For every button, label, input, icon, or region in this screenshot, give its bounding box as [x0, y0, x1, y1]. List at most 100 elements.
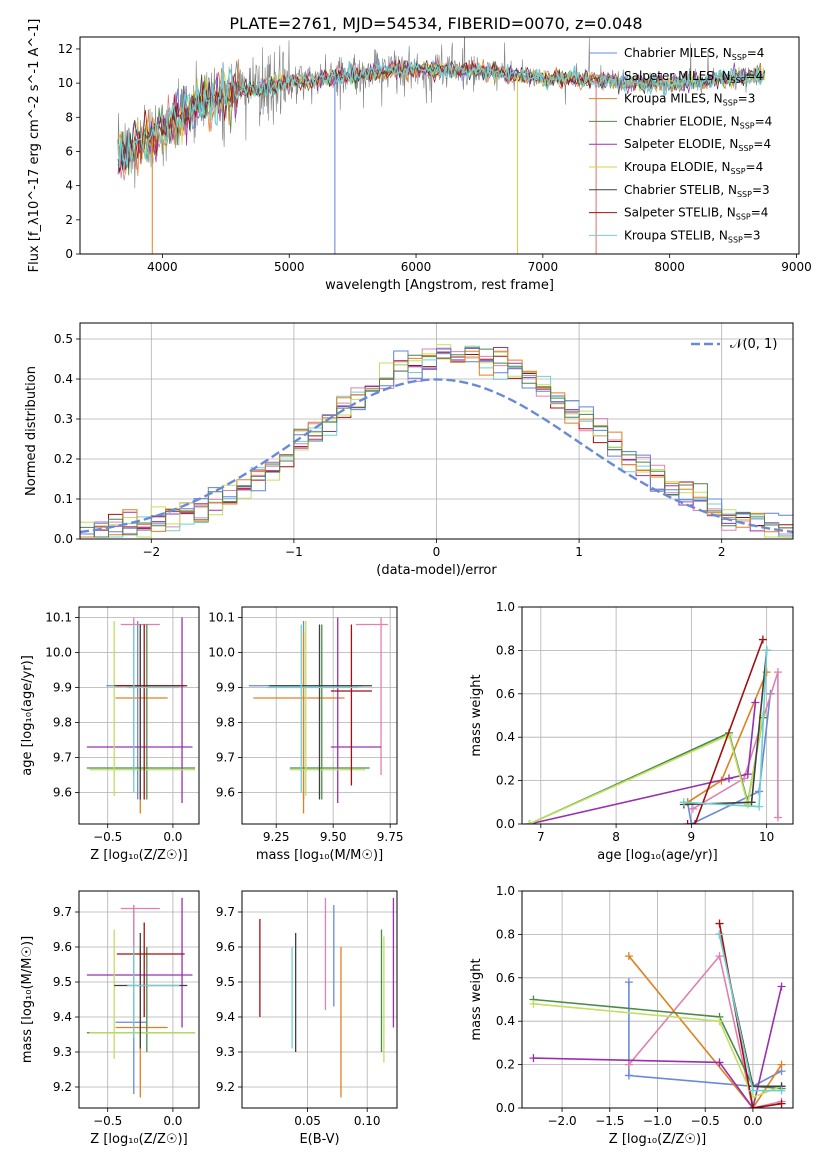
y-tick-label: 12: [58, 42, 73, 56]
weight-point: [715, 1017, 724, 1026]
y-tick-label: 9.7: [53, 751, 72, 765]
y-tick-label: 0.2: [496, 774, 515, 788]
weight-point: [715, 1058, 724, 1067]
age-vs-z-panel: −0.5 0.0 9.6 9.7 9.8 9.9 10.0 10.1 Z [log₁₀(Z/Z☉…: [20, 606, 200, 863]
x-axis-label: Z [log₁₀(Z/Z☉)]: [609, 1132, 706, 1147]
y-tick-label: 9.6: [53, 940, 72, 954]
y-tick-label: 9.8: [216, 716, 235, 730]
x-tick-label: 0.0: [163, 830, 182, 844]
weight-point: [525, 820, 534, 824]
x-axis-label: Z [log₁₀(Z/Z☉)]: [90, 848, 187, 863]
weight-series-line: [718, 934, 782, 1092]
legend-entry: Chabrier MILES, NSSP=4: [624, 46, 764, 62]
plot-area: [525, 635, 782, 824]
y-tick-label: 9.4: [216, 1010, 235, 1024]
weight-point: [751, 698, 760, 707]
y-tick-label: 0.2: [496, 1058, 515, 1072]
y-tick-label: 0.5: [54, 332, 73, 346]
weight-point: [743, 770, 752, 779]
legend-entry: Salpeter ELODIE, NSSP=4: [624, 137, 771, 153]
x-tick-label: 8: [612, 830, 620, 844]
x-tick-label: 7: [537, 830, 545, 844]
y-tick-label: 1.0: [496, 600, 515, 614]
y-tick-label: 10.1: [208, 611, 235, 625]
axes-frame: [78, 606, 200, 825]
y-tick-label: 1.0: [496, 884, 515, 898]
x-axis-label: mass [log₁₀(M/M☉)]: [256, 848, 383, 863]
weight-point: [679, 798, 688, 807]
x-tick-label: 0.0: [743, 1114, 762, 1128]
y-tick-label: 9.2: [216, 1080, 235, 1094]
x-tick-label: 1: [575, 545, 583, 559]
y-tick-label: 0: [65, 247, 73, 261]
x-axis-label: Z [log₁₀(Z/Z☉)]: [90, 1132, 187, 1147]
x-tick-label: 5000: [274, 260, 305, 274]
y-tick-label: 8: [65, 110, 73, 124]
plot-area: [529, 919, 786, 1108]
weight-point: [715, 952, 724, 961]
axes-frame: [79, 36, 800, 255]
x-tick-label: −0.5: [93, 830, 122, 844]
x-tick-label: 7000: [528, 260, 559, 274]
weight-point: [624, 1060, 633, 1069]
y-tick-label: 9.7: [216, 751, 235, 765]
legend-entry: Kroupa STELIB, NSSP=3: [624, 228, 761, 244]
weight-series-line: [683, 650, 768, 806]
x-axis-label: E(B-V): [299, 1132, 339, 1147]
normal-reference-curve: [80, 378, 793, 534]
weight-point: [777, 1060, 786, 1069]
y-tick-label: 9.5: [53, 975, 72, 989]
x-tick-label: −2: [142, 545, 160, 559]
x-tick-label: 0: [433, 545, 441, 559]
x-axis-label: age [log₁₀(age/yr)]: [597, 848, 718, 863]
weight-point: [773, 813, 782, 822]
y-tick-label: 0.0: [496, 817, 515, 831]
y-tick-label: 0.1: [54, 492, 73, 506]
x-tick-label: 9.25: [263, 830, 290, 844]
x-tick-label: −0.5: [691, 1114, 720, 1128]
weight-point: [777, 1086, 786, 1095]
y-tick-label: 10.0: [45, 646, 72, 660]
plot-area: [80, 344, 793, 538]
y-axis-label: age [log₁₀(age/yr)]: [20, 655, 35, 776]
y-tick-label: 9.2: [53, 1080, 72, 1094]
plot-area: [86, 617, 196, 814]
weight-point: [762, 646, 771, 655]
weight-series-line: [628, 955, 783, 1108]
weight-series-line: [529, 715, 764, 824]
mass-vs-z-panel: −0.5 0.0 9.2 9.3 9.4 9.5 9.6 9.7 Z [log₁₀(Z/Z☉)]…: [20, 890, 200, 1147]
y-tick-label: 9.7: [216, 905, 235, 919]
y-axis-label: mass [log₁₀(M/M☉)]: [20, 936, 35, 1063]
y-axis-label: mass weight: [469, 674, 484, 756]
legend-entry: Salpeter STELIB, NSSP=4: [624, 206, 768, 222]
legend: Chabrier MILES, NSSP=4 Salpeter MILES, NS…: [589, 46, 772, 244]
residuals-panel: −2 −1 0 1 2 0.0 0.1 0.2 0.3 0.4 0.5 (data-model)/er…: [24, 322, 794, 578]
plot-area: [259, 898, 395, 1098]
y-tick-label: 9.8: [53, 716, 72, 730]
weight-point: [624, 1071, 633, 1080]
x-tick-label: 0.05: [294, 1114, 321, 1128]
model-spectrum-line: [117, 59, 597, 172]
x-tick-label: 0.10: [354, 1114, 381, 1128]
y-tick-label: 9.9: [53, 681, 72, 695]
plot-area: [86, 898, 196, 1098]
spectrum-panel: 4000 5000 6000 7000 8000 9000 0 2 4 6 8 10 12 wavelen…: [27, 19, 812, 293]
y-tick-label: 9.5: [216, 975, 235, 989]
y-tick-label: 0.4: [496, 730, 515, 744]
y-tick-label: 9.6: [216, 940, 235, 954]
axes-frame: [241, 890, 398, 1109]
axes-frame: [79, 322, 794, 540]
weight-point: [748, 1086, 757, 1095]
x-tick-label: 6000: [401, 260, 432, 274]
weight-series-line: [533, 1003, 782, 1099]
weight-point: [687, 820, 696, 824]
weight-point: [624, 952, 633, 961]
weight-point: [688, 804, 697, 813]
y-tick-label: 9.4: [53, 1010, 72, 1024]
weight-vs-age-panel: 7 8 9 10 0.0 0.2 0.4 0.6 0.8 1.0 age [log₁₀(age/yr…: [469, 600, 794, 863]
x-tick-label: −1.0: [643, 1114, 672, 1128]
legend-entry: 𝒩(0, 1): [730, 337, 777, 352]
weight-point: [691, 820, 700, 824]
age-vs-mass-panel: 9.25 9.50 9.75 9.6 9.7 9.8 9.9 10.0 10.1 mass [lo…: [208, 606, 404, 863]
y-tick-label: 9.7: [53, 905, 72, 919]
